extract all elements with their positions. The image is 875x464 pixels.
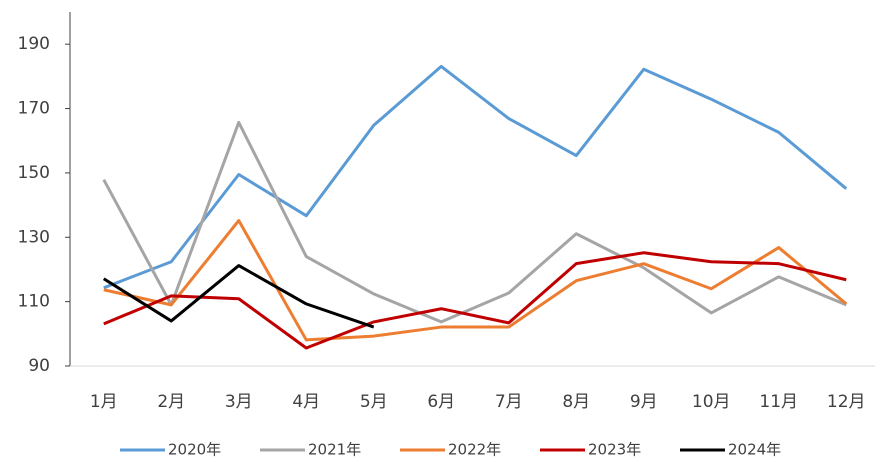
y-tick-label: 110: [18, 292, 50, 312]
y-tick-label: 190: [18, 34, 50, 54]
x-tick-label: 2月: [157, 392, 185, 412]
y-tick-label: 90: [28, 356, 50, 376]
x-tick-label: 7月: [495, 392, 523, 412]
legend-label: 2020年: [168, 441, 221, 459]
x-tick-label: 12月: [827, 392, 866, 412]
x-tick-label: 11月: [759, 392, 798, 412]
legend-label: 2023年: [588, 441, 641, 459]
x-tick-label: 10月: [692, 392, 731, 412]
x-tick-label: 6月: [427, 392, 455, 412]
x-tick-label: 9月: [630, 392, 658, 412]
legend-label: 2022年: [448, 441, 501, 459]
x-tick-label: 3月: [225, 392, 253, 412]
series-line: [103, 64, 848, 290]
series-line: [103, 251, 847, 350]
series-line: [103, 219, 848, 342]
series-line: [102, 120, 847, 324]
x-tick-label: 1月: [90, 392, 118, 412]
series-line: [102, 264, 375, 329]
y-tick-label: 150: [18, 163, 50, 183]
y-tick-label: 130: [18, 227, 50, 247]
legend-label: 2024年: [728, 441, 781, 459]
x-tick-label: 4月: [292, 392, 320, 412]
x-tick-label: 5月: [360, 392, 388, 412]
y-tick-label: 170: [18, 99, 50, 119]
legend-label: 2021年: [308, 441, 361, 459]
x-tick-label: 8月: [562, 392, 590, 412]
